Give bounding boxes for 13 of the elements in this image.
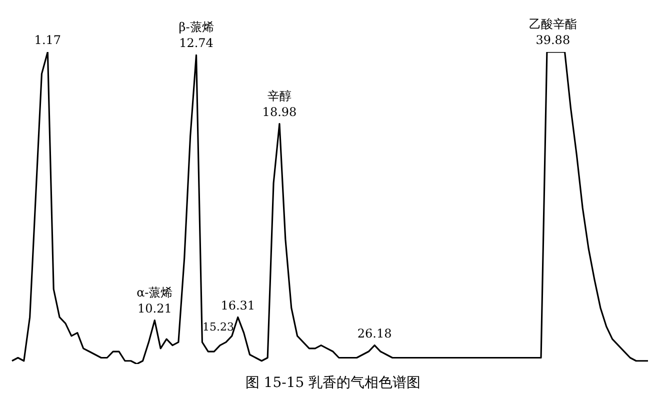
annotation: α-蒎烯 (136, 285, 173, 300)
annotation: 10.21 (137, 301, 172, 316)
annotation: 15.23 (202, 320, 234, 334)
text: 乙酸辛酯 (528, 17, 577, 32)
annotation: 16.31 (220, 298, 256, 312)
text: 图 15-15 乳香的气相色谱图 (244, 374, 422, 392)
annotation: 辛醇 (267, 88, 292, 103)
text: β-蒎烯 (178, 20, 214, 34)
annotation: 26.18 (357, 326, 392, 340)
text: 39.88 (536, 33, 570, 48)
text: 1.17 (34, 33, 62, 48)
text: 12.74 (179, 36, 214, 50)
annotation: 18.98 (262, 104, 297, 119)
